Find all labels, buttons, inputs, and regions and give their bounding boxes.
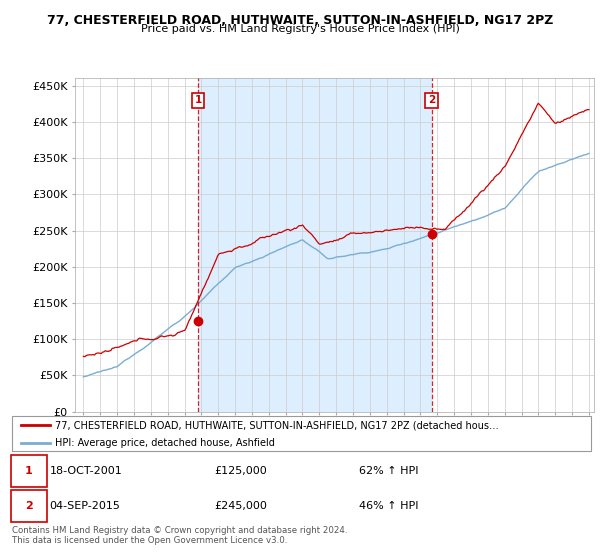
- Text: £125,000: £125,000: [215, 466, 268, 476]
- FancyBboxPatch shape: [11, 490, 47, 522]
- Text: 46% ↑ HPI: 46% ↑ HPI: [359, 501, 419, 511]
- Bar: [198, 78, 432, 412]
- Text: Contains HM Land Registry data © Crown copyright and database right 2024.: Contains HM Land Registry data © Crown c…: [12, 526, 347, 535]
- Text: 2: 2: [25, 501, 32, 511]
- FancyBboxPatch shape: [11, 455, 47, 487]
- Text: 77, CHESTERFIELD ROAD, HUTHWAITE, SUTTON-IN-ASHFIELD, NG17 2PZ (detached hous…: 77, CHESTERFIELD ROAD, HUTHWAITE, SUTTON…: [55, 421, 499, 431]
- Text: 04-SEP-2015: 04-SEP-2015: [50, 501, 121, 511]
- Text: 1: 1: [25, 466, 32, 476]
- Text: 2: 2: [428, 95, 436, 105]
- Text: 62% ↑ HPI: 62% ↑ HPI: [359, 466, 419, 476]
- Text: 18-OCT-2001: 18-OCT-2001: [50, 466, 122, 476]
- Text: Price paid vs. HM Land Registry's House Price Index (HPI): Price paid vs. HM Land Registry's House …: [140, 24, 460, 34]
- Text: £245,000: £245,000: [215, 501, 268, 511]
- Text: HPI: Average price, detached house, Ashfield: HPI: Average price, detached house, Ashf…: [55, 438, 275, 448]
- Text: This data is licensed under the Open Government Licence v3.0.: This data is licensed under the Open Gov…: [12, 536, 287, 545]
- Text: 77, CHESTERFIELD ROAD, HUTHWAITE, SUTTON-IN-ASHFIELD, NG17 2PZ: 77, CHESTERFIELD ROAD, HUTHWAITE, SUTTON…: [47, 14, 553, 27]
- Text: 1: 1: [194, 95, 202, 105]
